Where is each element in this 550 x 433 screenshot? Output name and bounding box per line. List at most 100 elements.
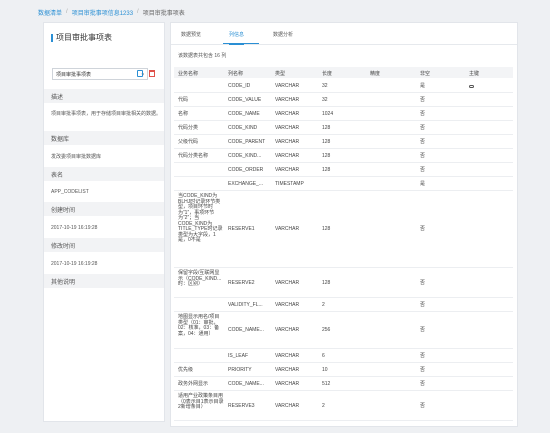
cell-name: RESERVE1 bbox=[228, 226, 255, 232]
section-table-name-label: 表名 bbox=[44, 167, 164, 181]
cell-name: CODE_KIND... bbox=[228, 152, 262, 159]
modified-value: 2017-10-19 16:19:28 bbox=[51, 261, 98, 267]
cell-name: CODE_ID bbox=[228, 82, 251, 89]
cell-type: VARCHAR bbox=[275, 152, 300, 159]
breadcrumb-item-data-list[interactable]: 数据清单 bbox=[38, 10, 63, 17]
cell-type: VARCHAR bbox=[275, 96, 300, 103]
cell-notnull: 否 bbox=[420, 352, 426, 359]
cell-name: PRIORITY bbox=[228, 366, 252, 373]
header-not-null: 非空 bbox=[420, 71, 431, 77]
cell-name: CODE_NAME... bbox=[228, 380, 264, 387]
cell-type: VARCHAR bbox=[275, 124, 300, 131]
header-precision: 精度 bbox=[370, 71, 381, 77]
section-description-label: 描述 bbox=[44, 89, 164, 103]
cell-len: 32 bbox=[322, 96, 328, 103]
document-icon[interactable] bbox=[137, 70, 143, 77]
table-name-value: APP_CODELIST bbox=[51, 189, 89, 195]
breadcrumb-item-project-info[interactable]: 项目审批事项信息1233 bbox=[71, 10, 134, 17]
cell-len: 128 bbox=[322, 124, 331, 131]
cell-biz: 优先级 bbox=[178, 366, 194, 373]
cell-len: 6 bbox=[322, 352, 325, 359]
cell-len: 128 bbox=[322, 166, 331, 173]
cell-type: VARCHAR bbox=[275, 352, 300, 359]
cell-len: 2 bbox=[322, 402, 325, 409]
cell-type: VARCHAR bbox=[275, 226, 300, 232]
cell-len: 128 bbox=[322, 152, 331, 159]
tab-column-info[interactable]: 列信息 bbox=[229, 31, 245, 45]
trash-icon[interactable] bbox=[149, 70, 155, 77]
column-info-panel: 数据预览 列信息 数据分析 该数据表共包含 16 列 业务名称 列名称 类型 长… bbox=[170, 22, 518, 427]
active-tab-indicator bbox=[223, 43, 259, 44]
cell-type: TIMESTAMP bbox=[275, 180, 304, 187]
header-biz-name: 业务名称 bbox=[178, 71, 199, 77]
table-row: 优先级 PRIORITY VARCHAR 10 否 bbox=[174, 363, 513, 377]
table-row: EXCHANGE_... TIMESTAMP 是 bbox=[174, 177, 513, 191]
cell-notnull: 否 bbox=[420, 402, 426, 409]
cell-biz: 适用产业政策条目用（0表示目1表示目录 2新增条目） bbox=[178, 393, 224, 410]
tab-data-analysis[interactable]: 数据分析 bbox=[273, 32, 294, 38]
cell-len: 128 bbox=[322, 226, 331, 232]
breadcrumb: 数据清单 / 项目审批事项信息1233 / 项目审批事项表 bbox=[38, 7, 185, 17]
cell-len: 10 bbox=[322, 366, 328, 373]
cell-notnull: 否 bbox=[420, 380, 426, 387]
breadcrumb-separator: / bbox=[66, 9, 68, 15]
cell-notnull: 否 bbox=[420, 279, 426, 286]
cell-notnull: 否 bbox=[420, 366, 426, 373]
cell-type: VARCHAR bbox=[275, 138, 300, 145]
section-created-label: 创建时间 bbox=[44, 202, 164, 216]
table-row: 政务外网显示 CODE_NAME... VARCHAR 512 否 bbox=[174, 377, 513, 391]
column-count-text: 该数据表共包含 16 列 bbox=[178, 53, 227, 59]
cell-len: 128 bbox=[322, 138, 331, 145]
section-modified-label: 修改时间 bbox=[44, 238, 164, 252]
table-select-value: 项目审批事项表 bbox=[56, 71, 92, 78]
tab-data-preview[interactable]: 数据预览 bbox=[181, 32, 202, 38]
description-value: 项目审批事项表，用于存储项目审批相关的数据。 bbox=[51, 111, 162, 117]
breadcrumb-item-current: 项目审批事项表 bbox=[142, 10, 185, 17]
table-header: 业务名称 列名称 类型 长度 精度 非空 主键 bbox=[174, 67, 513, 78]
cell-biz: 代码 bbox=[178, 96, 189, 103]
table-info-panel: 项目审批事项表 项目审批事项表 ▾ 描述 项目审批事项表，用于存储项目审批相关的… bbox=[43, 22, 165, 422]
panel-title: 项目审批事项表 bbox=[51, 32, 112, 43]
cell-name: RESERVE2 bbox=[228, 279, 255, 286]
cell-type: VARCHAR bbox=[275, 301, 300, 308]
cell-type: VARCHAR bbox=[275, 82, 300, 89]
cell-biz: 父级代码 bbox=[178, 138, 199, 145]
table-row: CODE_ORDER VARCHAR 128 否 bbox=[174, 163, 513, 177]
cell-len: 1024 bbox=[322, 110, 334, 117]
cell-notnull: 否 bbox=[420, 138, 426, 145]
cell-biz: 地图显示用名/项目类型（01：审批，02：核准，03：备案，04：通用） bbox=[178, 314, 220, 337]
cell-notnull: 否 bbox=[420, 124, 426, 131]
cell-biz: 名称 bbox=[178, 110, 189, 117]
cell-name: CODE_VALUE bbox=[228, 96, 262, 103]
cell-biz: 代码分类 bbox=[178, 124, 199, 131]
table-row: 父级代码 CODE_PARENT VARCHAR 128 否 bbox=[174, 135, 513, 149]
cell-notnull: 否 bbox=[420, 152, 426, 159]
table-select[interactable]: 项目审批事项表 ▾ bbox=[52, 68, 148, 80]
cell-name: IS_LEAF bbox=[228, 352, 249, 359]
cell-type: VARCHAR bbox=[275, 166, 300, 173]
table-row: 代码分类名称 CODE_KIND... VARCHAR 128 否 bbox=[174, 149, 513, 163]
cell-biz: 当CODE_KIND为BLHJ时记录环节类型，项目环节时为“1”，事项环节为“2… bbox=[178, 193, 223, 243]
cell-name: VALIDITY_FL... bbox=[228, 301, 263, 308]
cell-name: EXCHANGE_... bbox=[228, 180, 264, 187]
cell-type: VARCHAR bbox=[275, 402, 300, 409]
table-row: 保留字段/互联网显示（CODE_KIND...时：区别） RESERVE2 VARC… bbox=[174, 268, 513, 298]
cell-notnull: 是 bbox=[420, 82, 426, 89]
cell-name: CODE_PARENT bbox=[228, 138, 266, 145]
cell-notnull: 否 bbox=[420, 96, 426, 103]
cell-type: VARCHAR bbox=[275, 327, 300, 333]
header-length: 长度 bbox=[322, 71, 333, 77]
header-primary-key: 主键 bbox=[469, 71, 480, 77]
cell-notnull: 否 bbox=[420, 327, 426, 333]
cell-type: VARCHAR bbox=[275, 380, 300, 387]
key-icon bbox=[469, 84, 474, 88]
cell-name: RESERVE3 bbox=[228, 402, 255, 409]
cell-len: 32 bbox=[322, 82, 328, 89]
breadcrumb-separator: / bbox=[137, 9, 139, 15]
cell-notnull: 否 bbox=[420, 301, 426, 308]
table-row: 当CODE_KIND为BLHJ时记录环节类型，项目环节时为“1”，事项环节为“2… bbox=[174, 191, 513, 268]
cell-len: 128 bbox=[322, 279, 331, 286]
cell-notnull: 否 bbox=[420, 226, 426, 232]
table-row: 地图显示用名/项目类型（01：审批，02：核准，03：备案，04：通用） CODE… bbox=[174, 312, 513, 349]
table-row: 适用产业政策条目用（0表示目1表示目录 2新增条目） RESERVE3 VARCHA… bbox=[174, 391, 513, 421]
